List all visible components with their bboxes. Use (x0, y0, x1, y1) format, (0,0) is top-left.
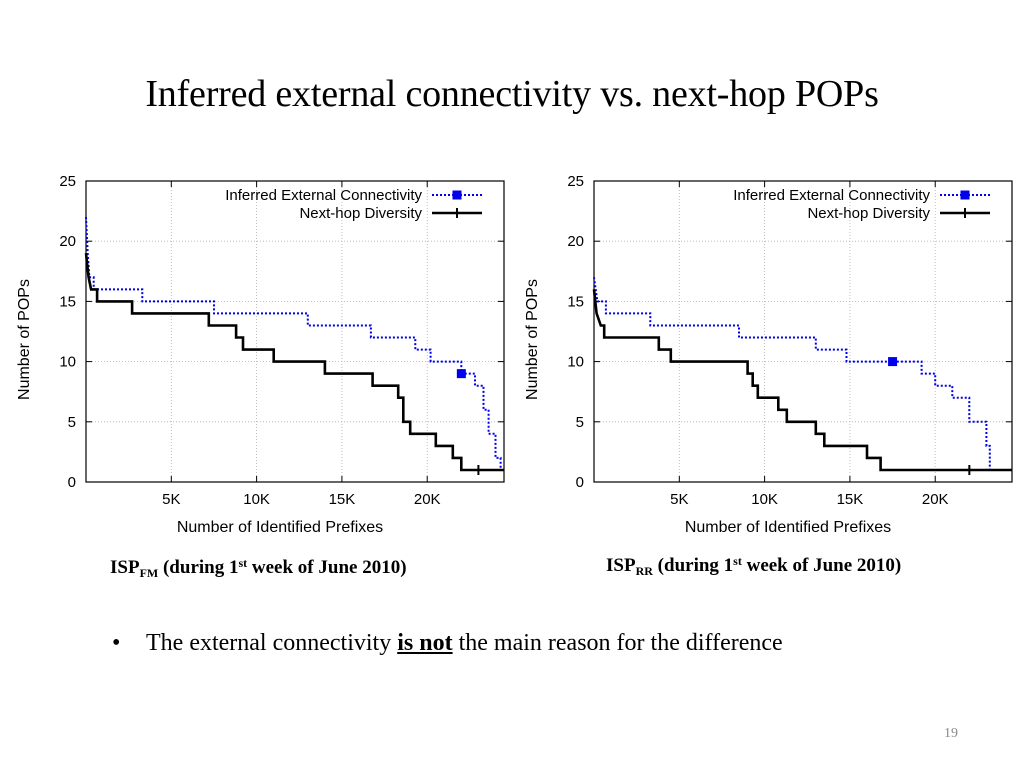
x-tick-label: 5K (670, 491, 688, 508)
caption-prefix: (during 1 (162, 557, 239, 578)
legend-label: Next-hop Diversity (807, 205, 930, 222)
caption-sup: st (733, 554, 742, 568)
legend-label: Inferred External Connectivity (225, 187, 422, 204)
x-tick-label: 5K (162, 491, 180, 508)
legend-marker-plus (452, 208, 462, 218)
y-tick-label: 0 (68, 474, 76, 491)
caption-suffix: week of June 2010) (251, 557, 407, 578)
y-axis-label: Number of POPs (16, 279, 33, 400)
series-inferred-line (85, 217, 504, 471)
series-nexthop-marker (473, 464, 484, 475)
y-tick-label: 25 (567, 173, 584, 190)
y-tick-label: 20 (59, 233, 76, 250)
series-nexthop-line (84, 253, 504, 472)
caption-prefix: (during 1 (657, 555, 734, 576)
plot-frame (593, 180, 1013, 483)
y-tick-label: 20 (567, 233, 584, 250)
legend-label: Inferred External Connectivity (733, 187, 930, 204)
plot-frame (85, 180, 505, 483)
caption-isp: ISP (606, 555, 636, 576)
series-nexthop-marker (964, 464, 975, 475)
caption-isp-rr: ISPRR (during 1st week of June 2010) (606, 554, 901, 579)
y-tick-label: 5 (576, 414, 584, 431)
y-tick-label: 15 (567, 293, 584, 310)
series-inferred-marker (888, 357, 898, 367)
chart-isp-rr: 0 5 10 15 20 25 5K 10K 15K 20K Number of Identifie… (524, 173, 1013, 536)
caption-isp-sub: FM (139, 566, 159, 580)
series-nexthop-line (592, 289, 1012, 472)
legend-marker-plus (960, 208, 970, 218)
caption-suffix: week of June 2010) (746, 555, 902, 576)
x-tick-label: 15K (329, 491, 356, 508)
bullet-text-before: The external connectivity (146, 630, 392, 656)
page-number: 19 (944, 726, 958, 741)
y-tick-label: 0 (576, 474, 584, 491)
caption-isp: ISP (110, 557, 140, 578)
bullet-text-after: the main reason for the difference (458, 630, 783, 656)
x-tick-label: 20K (414, 491, 441, 508)
legend-marker-square (452, 190, 462, 200)
chart-isp-fm: 0 5 10 15 20 25 5K 10K 15K 20K Number of Identifie… (16, 173, 505, 536)
caption-isp-fm: ISPFM (during 1st week of June 2010) (110, 556, 407, 581)
x-axis-label: Number of Identified Prefixes (177, 519, 383, 536)
legend-label: Next-hop Diversity (299, 205, 422, 222)
y-tick-label: 15 (59, 293, 76, 310)
legend-marker-square (960, 190, 970, 200)
y-tick-label: 5 (68, 414, 76, 431)
x-tick-label: 10K (751, 491, 778, 508)
y-tick-label: 10 (567, 354, 584, 371)
series-inferred-line (593, 277, 1012, 471)
x-tick-label: 10K (243, 491, 270, 508)
x-tick-label: 15K (837, 491, 864, 508)
bullet-marker: • (112, 630, 121, 656)
y-tick-label: 25 (59, 173, 76, 190)
bullet-point: • The external connectivity is not the ma… (112, 630, 783, 657)
x-tick-label: 20K (922, 491, 949, 508)
series-inferred-marker (456, 369, 466, 379)
y-tick-label: 10 (59, 354, 76, 371)
y-axis-label: Number of POPs (524, 279, 541, 400)
bullet-emphasis: is not (397, 630, 453, 656)
x-axis-label: Number of Identified Prefixes (685, 519, 891, 536)
caption-isp-sub: RR (635, 564, 653, 578)
slide-title: Inferred external connectivity vs. next-… (145, 73, 879, 115)
caption-sup: st (238, 556, 248, 570)
